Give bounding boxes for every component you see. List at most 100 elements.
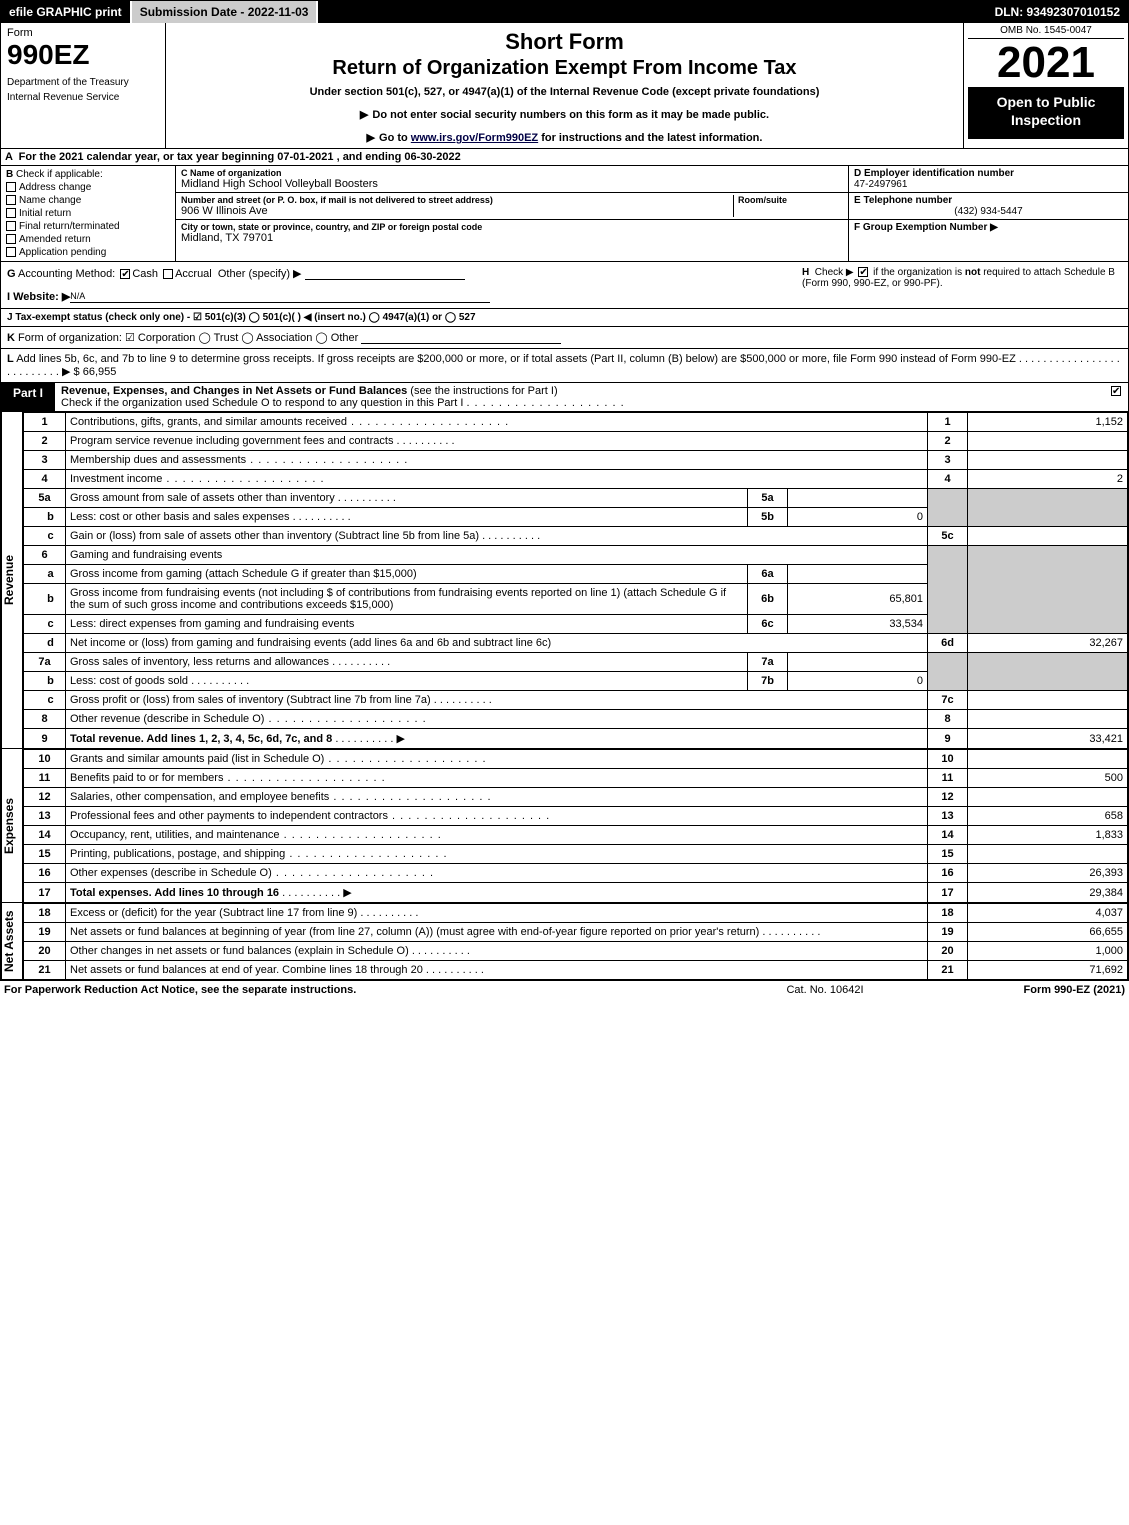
line-19: 19Net assets or fund balances at beginni… xyxy=(24,923,1128,942)
org-name-label: Name of organization xyxy=(190,168,282,178)
section-b-label: Check if applicable: xyxy=(16,169,103,180)
opt-initial-return[interactable]: Initial return xyxy=(6,208,170,219)
cash-checkbox[interactable] xyxy=(120,269,130,279)
line-20: 20Other changes in net assets or fund ba… xyxy=(24,942,1128,961)
form-header: Form 990EZ Department of the Treasury In… xyxy=(1,23,1128,149)
efile-print-label: efile GRAPHIC print xyxy=(1,1,132,23)
subtitle: Under section 501(c), 527, or 4947(a)(1)… xyxy=(172,86,957,98)
tax-year: 2021 xyxy=(968,41,1124,85)
top-bar: efile GRAPHIC print Submission Date - 20… xyxy=(1,1,1128,23)
line-16: 16Other expenses (describe in Schedule O… xyxy=(24,864,1128,883)
org-name: Midland High School Volleyball Boosters xyxy=(181,178,843,190)
accrual-checkbox[interactable] xyxy=(163,269,173,279)
irs-label: Internal Revenue Service xyxy=(7,92,159,103)
group-exemption-label: Group Exemption Number ▶ xyxy=(863,222,998,233)
ein-label: Employer identification number xyxy=(864,168,1014,179)
part-1-header: Part I Revenue, Expenses, and Changes in… xyxy=(1,383,1128,412)
opt-name-change[interactable]: Name change xyxy=(6,195,170,206)
city-label: City or town, state or province, country… xyxy=(181,222,843,232)
line-10: 10Grants and similar amounts paid (list … xyxy=(24,750,1128,769)
submission-date: Submission Date - 2022-11-03 xyxy=(132,1,319,23)
section-j: J Tax-exempt status (check only one) - ☑… xyxy=(1,309,1128,327)
form-ref: Form 990-EZ (2021) xyxy=(925,984,1125,996)
line-2: 2Program service revenue including gover… xyxy=(24,432,1128,451)
net-assets-block: Net Assets 18Excess or (deficit) for the… xyxy=(1,903,1128,980)
public-inspection-badge: Open to Public Inspection xyxy=(968,87,1124,139)
line-5a: 5aGross amount from sale of assets other… xyxy=(24,489,1128,508)
opt-address-change[interactable]: Address change xyxy=(6,182,170,193)
line-21: 21Net assets or fund balances at end of … xyxy=(24,961,1128,980)
website-value: N/A xyxy=(70,291,85,301)
schedule-b-checkbox[interactable] xyxy=(858,267,868,277)
line-17: 17Total expenses. Add lines 10 through 1… xyxy=(24,883,1128,903)
section-b: B Check if applicable: Address change Na… xyxy=(1,166,176,261)
opt-amended-return[interactable]: Amended return xyxy=(6,234,170,245)
form-number: 990EZ xyxy=(7,41,159,69)
phone-value: (432) 934-5447 xyxy=(854,206,1123,217)
line-9: 9Total revenue. Add lines 1, 2, 3, 4, 5c… xyxy=(24,729,1128,749)
section-i: I Website: ▶N/A xyxy=(7,290,1122,303)
line-4: 4Investment income42 xyxy=(24,470,1128,489)
line-7a: 7aGross sales of inventory, less returns… xyxy=(24,653,1128,672)
line-12: 12Salaries, other compensation, and empl… xyxy=(24,788,1128,807)
line-14: 14Occupancy, rent, utilities, and mainte… xyxy=(24,826,1128,845)
cat-number: Cat. No. 10642I xyxy=(725,984,925,996)
line-6: 6Gaming and fundraising events xyxy=(24,546,1128,565)
line-6d: dNet income or (loss) from gaming and fu… xyxy=(24,634,1128,653)
sections-g-h-i: G Accounting Method: Cash Accrual Other … xyxy=(1,262,1128,309)
gross-receipts-value: $ 66,955 xyxy=(74,366,117,378)
street-address: 906 W Illinois Ave xyxy=(181,205,733,217)
revenue-table: 1Contributions, gifts, grants, and simil… xyxy=(23,412,1128,749)
right-block: OMB No. 1545-0047 2021 Open to Public In… xyxy=(963,23,1128,148)
omb-number: OMB No. 1545-0047 xyxy=(968,25,1124,39)
irs-link[interactable]: www.irs.gov/Form990EZ xyxy=(411,132,538,144)
section-l: L Add lines 5b, 6c, and 7b to line 9 to … xyxy=(1,349,1128,383)
line-8: 8Other revenue (describe in Schedule O)8 xyxy=(24,710,1128,729)
schedule-o-checkbox[interactable] xyxy=(1111,386,1121,396)
line-1: 1Contributions, gifts, grants, and simil… xyxy=(24,413,1128,432)
part-1-tab: Part I xyxy=(1,383,55,411)
net-assets-table: 18Excess or (deficit) for the year (Subt… xyxy=(23,903,1128,980)
part-1-title: Revenue, Expenses, and Changes in Net As… xyxy=(61,385,407,397)
revenue-block: Revenue 1Contributions, gifts, grants, a… xyxy=(1,412,1128,749)
expenses-block: Expenses 10Grants and similar amounts pa… xyxy=(1,749,1128,903)
short-form-title: Short Form xyxy=(172,29,957,55)
room-suite-label: Room/suite xyxy=(738,195,843,205)
street-label: Number and street (or P. O. box, if mail… xyxy=(181,195,733,205)
opt-final-return[interactable]: Final return/terminated xyxy=(6,221,170,232)
title-block: Short Form Return of Organization Exempt… xyxy=(166,23,963,148)
sections-d-e-f: D Employer identification number 47-2497… xyxy=(848,166,1128,261)
section-a-text: For the 2021 calendar year, or tax year … xyxy=(19,151,461,163)
paperwork-notice: For Paperwork Reduction Act Notice, see … xyxy=(4,984,725,996)
line-13: 13Professional fees and other payments t… xyxy=(24,807,1128,826)
line-7c: cGross profit or (loss) from sales of in… xyxy=(24,691,1128,710)
line-5c: cGain or (loss) from sale of assets othe… xyxy=(24,527,1128,546)
section-k: K Form of organization: ☑ Corporation ◯ … xyxy=(1,327,1128,349)
form-990ez-page: efile GRAPHIC print Submission Date - 20… xyxy=(0,0,1129,981)
form-id-block: Form 990EZ Department of the Treasury In… xyxy=(1,23,166,148)
section-g: G Accounting Method: Cash Accrual Other … xyxy=(7,267,465,280)
sections-b-through-f: B Check if applicable: Address change Na… xyxy=(1,166,1128,262)
page-footer: For Paperwork Reduction Act Notice, see … xyxy=(0,981,1129,999)
line-11: 11Benefits paid to or for members11500 xyxy=(24,769,1128,788)
line-18: 18Excess or (deficit) for the year (Subt… xyxy=(24,904,1128,923)
line-15: 15Printing, publications, postage, and s… xyxy=(24,845,1128,864)
goto-link-line: Go to www.irs.gov/Form990EZ for instruct… xyxy=(172,131,957,144)
section-c: C Name of organization Midland High Scho… xyxy=(176,166,848,261)
expenses-table: 10Grants and similar amounts paid (list … xyxy=(23,749,1128,903)
ssn-warning: Do not enter social security numbers on … xyxy=(172,108,957,121)
dln-label: DLN: 93492307010152 xyxy=(987,1,1128,23)
line-3: 3Membership dues and assessments3 xyxy=(24,451,1128,470)
phone-label: Telephone number xyxy=(863,195,952,206)
section-a: A For the 2021 calendar year, or tax yea… xyxy=(1,149,1128,166)
net-assets-vert-label: Net Assets xyxy=(1,903,23,980)
topbar-spacer xyxy=(318,1,986,23)
opt-application-pending[interactable]: Application pending xyxy=(6,247,170,258)
part-1-check-text: Check if the organization used Schedule … xyxy=(61,397,463,409)
section-h: H Check ▶ if the organization is not req… xyxy=(802,267,1122,289)
expenses-vert-label: Expenses xyxy=(1,749,23,903)
main-title: Return of Organization Exempt From Incom… xyxy=(172,57,957,80)
ein-value: 47-2497961 xyxy=(854,179,907,190)
form-label: Form xyxy=(7,27,159,39)
city-state-zip: Midland, TX 79701 xyxy=(181,232,843,244)
